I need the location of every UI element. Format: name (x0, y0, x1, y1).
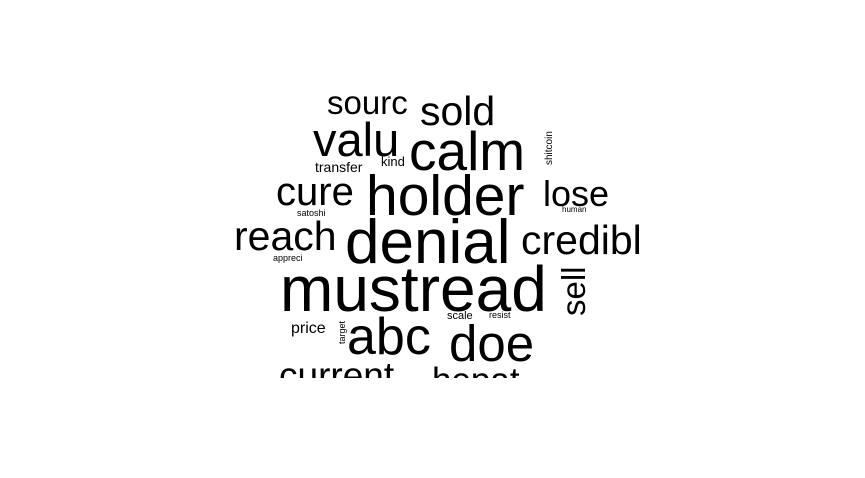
word-denial: denial (345, 208, 511, 277)
word-cloud-clip-region: current hepat (270, 355, 560, 378)
word-target: target (337, 320, 347, 344)
word-price: price (291, 320, 326, 337)
word-valu: valu (313, 113, 400, 166)
word-calm: calm (409, 120, 526, 182)
word-sourc: reach (234, 213, 337, 259)
word-appreci: appreci (273, 253, 303, 263)
word-scale: scale (447, 310, 473, 322)
word-current: current (279, 355, 395, 378)
word-satoshi: satoshi (297, 208, 326, 218)
word-credibl: credibl (521, 217, 642, 263)
word-kind: kind (381, 154, 405, 169)
word-human: human (562, 205, 587, 214)
word-shitcoin: shitcoin (544, 131, 555, 165)
word-lose: lose (543, 173, 610, 214)
word-hepat: hepat (432, 363, 520, 378)
word-abc: abc (347, 308, 431, 366)
word-reach: sourc (327, 84, 408, 121)
word-transfer: transfer (315, 159, 363, 175)
word-mustread: mustread (280, 253, 547, 325)
word-cure: cure (276, 170, 354, 214)
word-sold: sold (420, 88, 496, 134)
word-holder: holder (366, 164, 525, 228)
word-doe: doe (449, 315, 535, 372)
word-sell: sell (555, 266, 592, 316)
word-resist: resist (489, 310, 511, 320)
